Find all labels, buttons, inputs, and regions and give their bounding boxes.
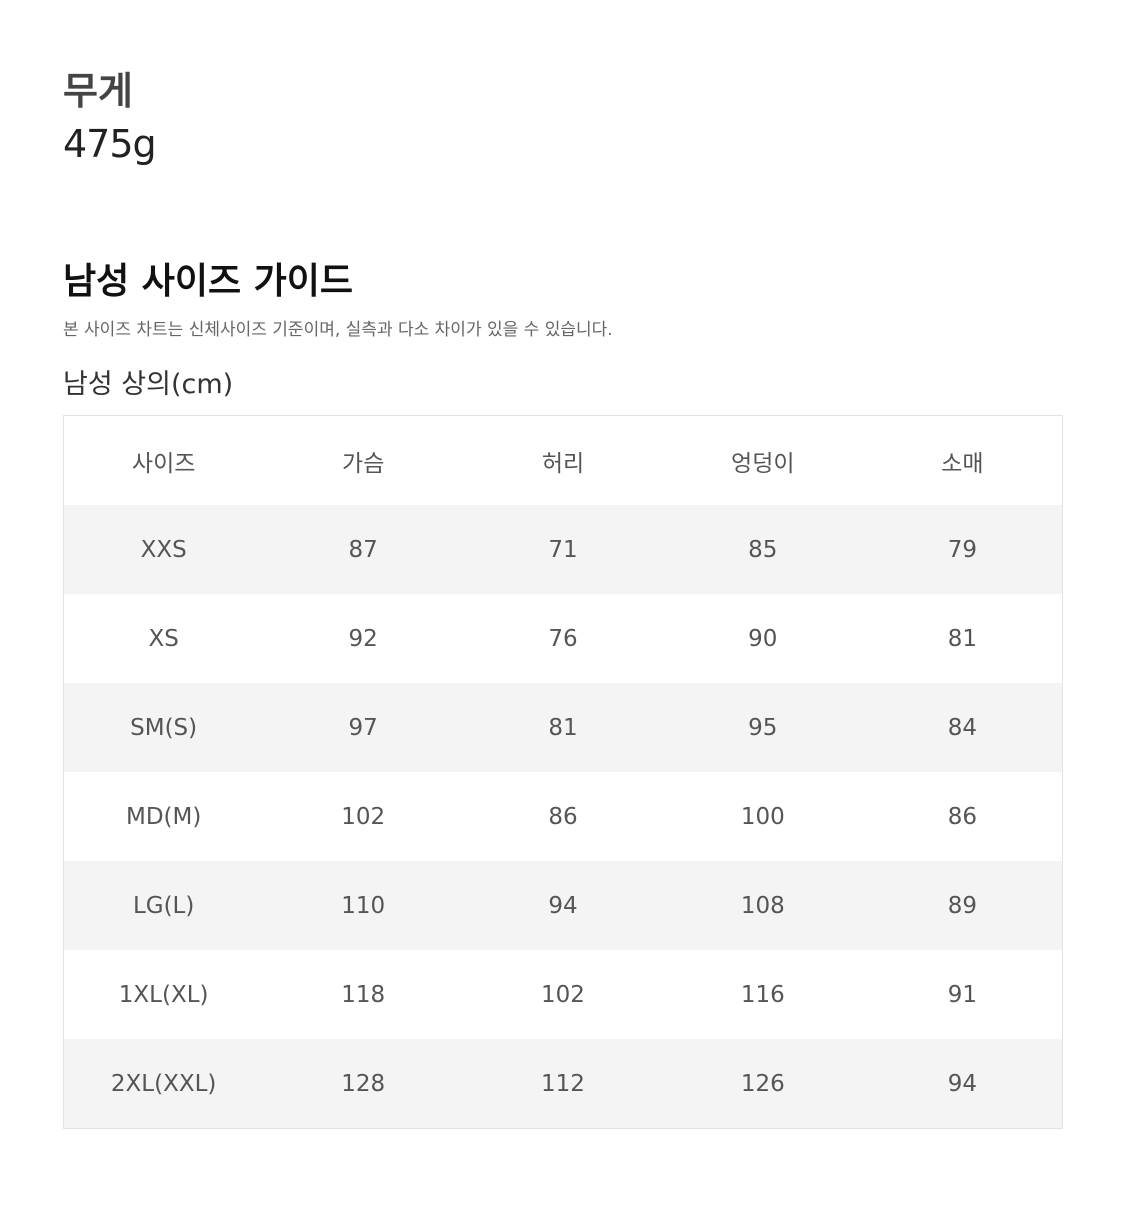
- table-cell: 76: [548, 625, 578, 652]
- size-table: 사이즈 가슴 허리 엉덩이 소매 XXS 87 71 85 79 XS 92 76 90 81 SM(S) 9…: [63, 415, 1063, 1129]
- size-guide-title: 남성 사이즈 가이드: [63, 261, 354, 302]
- table-cell: SM(S): [130, 714, 198, 741]
- table-cell: 118: [341, 981, 386, 1008]
- table-cell: XS: [148, 625, 179, 652]
- table-row: XXS 87 71 85 79: [63, 505, 1063, 594]
- table-row: 1XL(XL) 118 102 116 91: [64, 950, 1063, 1039]
- table-cell: 100: [740, 803, 785, 830]
- table-header-row: 사이즈 가슴 허리 엉덩이 소매: [64, 416, 1063, 506]
- table-cell: 71: [548, 536, 578, 563]
- table-cell: 128: [341, 1070, 386, 1097]
- table-cell: 90: [748, 625, 778, 652]
- table-row: MD(M) 102 86 100 86: [64, 772, 1063, 861]
- column-header: 사이즈: [131, 450, 196, 477]
- size-table-title: 남성 상의(cm): [63, 369, 234, 400]
- weight-value: 475g: [63, 122, 157, 166]
- table-cell: 92: [348, 625, 378, 652]
- table-cell: 81: [548, 714, 578, 741]
- column-header: 가슴: [342, 450, 385, 477]
- table-cell: 81: [947, 625, 977, 652]
- table-cell: LG(L): [132, 892, 195, 919]
- table-cell: 112: [541, 1070, 585, 1097]
- table-cell: 2XL(XXL): [110, 1070, 217, 1097]
- table-cell: 116: [740, 981, 785, 1008]
- table-cell: 1XL(XL): [118, 981, 209, 1008]
- table-cell: 85: [748, 536, 778, 563]
- table-cell: 91: [947, 981, 977, 1008]
- weight-label: 무게: [63, 69, 133, 113]
- table-cell: 87: [348, 536, 378, 563]
- table-cell: 79: [947, 536, 977, 563]
- size-guide-note: 본 사이즈 차트는 신체사이즈 기준이며, 실측과 다소 차이가 있을 수 있습…: [63, 320, 613, 340]
- column-header: 엉덩이: [731, 450, 795, 477]
- table-cell: 102: [541, 981, 585, 1008]
- table-cell: MD(M): [125, 803, 202, 830]
- table-cell: 84: [947, 714, 977, 741]
- table-cell: 110: [341, 892, 386, 919]
- table-cell: 86: [548, 803, 578, 830]
- column-header: 소매: [941, 450, 984, 477]
- table-cell: 94: [947, 1070, 977, 1097]
- table-cell: 94: [548, 892, 578, 919]
- table-cell: XXS: [140, 536, 187, 563]
- table-cell: 108: [740, 892, 785, 919]
- table-row: LG(L) 110 94 108 89: [63, 861, 1063, 950]
- table-row: XS 92 76 90 81: [64, 594, 1063, 683]
- column-header: 허리: [541, 450, 585, 477]
- table-cell: 89: [947, 892, 977, 919]
- table-row: SM(S) 97 81 95 84: [63, 683, 1063, 772]
- table-cell: 97: [348, 714, 378, 741]
- table-cell: 102: [341, 803, 386, 830]
- table-cell: 126: [740, 1070, 785, 1097]
- table-row: 2XL(XXL) 128 112 126 94: [63, 1039, 1063, 1129]
- table-cell: 86: [947, 803, 977, 830]
- table-cell: 95: [748, 714, 778, 741]
